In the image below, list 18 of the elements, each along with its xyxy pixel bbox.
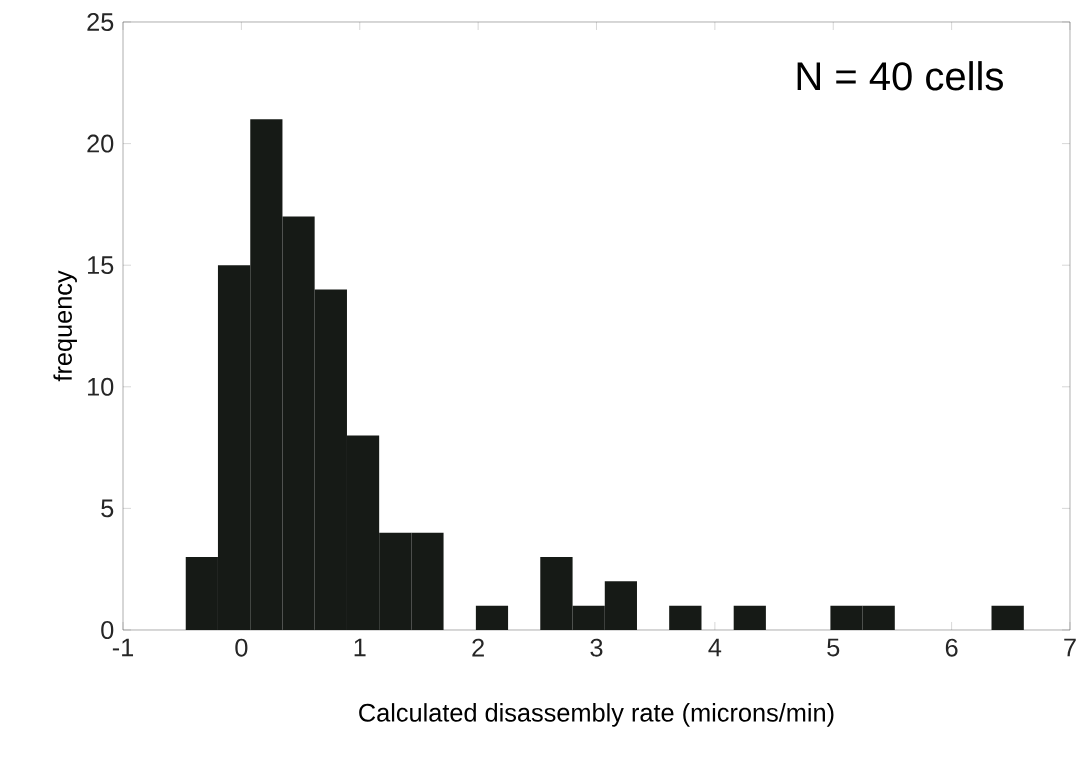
x-tick-label: 0	[235, 638, 248, 657]
x-tick-label: -1	[112, 638, 134, 657]
x-tick-label: 7	[1064, 638, 1076, 657]
y-tick-label: 25	[87, 13, 114, 31]
x-axis-title: Calculated disassembly rate (microns/min)	[359, 703, 834, 727]
y-tick-label: 0	[101, 621, 114, 639]
y-tick-label: 5	[101, 499, 114, 518]
y-tick-label: 20	[87, 134, 114, 153]
y-tick-label: 10	[88, 377, 114, 396]
x-tick-label: 6	[945, 638, 958, 657]
annotation: N = 40 cells	[797, 61, 1003, 91]
y-tick-label: 15	[88, 256, 114, 275]
x-tick-label: 5	[827, 638, 840, 657]
x-tick-label: 1	[354, 638, 366, 657]
x-tick-label: 2	[472, 638, 484, 657]
x-tick-label: 3	[590, 638, 603, 657]
y-axis-title: frequency	[53, 270, 77, 382]
x-tick-label: 4	[708, 638, 722, 657]
